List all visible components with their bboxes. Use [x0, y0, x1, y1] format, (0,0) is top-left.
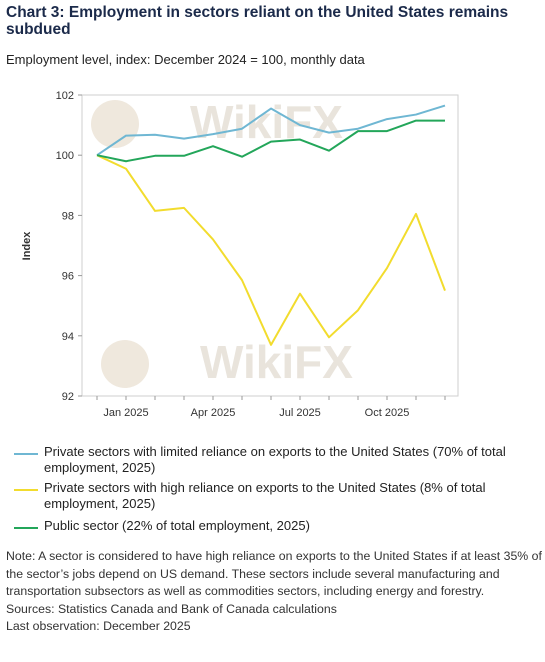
chart-notes: Note: A sector is considered to have hig… — [6, 548, 542, 636]
series-line-public-sector — [96, 119, 445, 163]
x-tick-label: Apr 2025 — [191, 407, 236, 419]
watermark-text: WikiFX — [190, 96, 343, 148]
legend-label-limited-reliance: Private sectors with limited reliance on… — [44, 444, 506, 475]
series-line-high-reliance — [96, 154, 446, 346]
legend-swatch-public-sector — [14, 527, 38, 529]
x-tick-label: Jul 2025 — [279, 407, 321, 419]
legend-label-public-sector: Public sector (22% of total employment, … — [44, 518, 310, 533]
y-tick-label: 102 — [56, 90, 74, 102]
y-tick-label: 98 — [62, 210, 74, 222]
line-chart: WikiFX WikiFX 92 94 96 98 100 102 Jan 2025 Apr … — [21, 90, 459, 419]
y-tick-label: 96 — [62, 271, 74, 283]
y-tick-label: 100 — [56, 150, 74, 162]
chart-subtitle: Employment level, index: December 2024 =… — [6, 52, 365, 67]
watermark-logo — [91, 100, 139, 148]
watermark-logo — [101, 340, 149, 388]
note-text: Note: A sector is considered to have hig… — [6, 549, 542, 599]
y-tick-label: 94 — [62, 331, 74, 343]
series-layer — [96, 104, 446, 346]
x-tick-label: Oct 2025 — [365, 407, 410, 419]
watermark-text: WikiFX — [200, 336, 353, 388]
last-observation-text: Last observation: December 2025 — [6, 619, 191, 634]
plot-border — [81, 94, 459, 397]
sources-text: Sources: Statistics Canada and Bank of C… — [6, 601, 337, 616]
legend-swatch-high-reliance — [14, 489, 38, 491]
legend-swatch-limited-reliance — [14, 453, 38, 455]
y-axis-label: Index — [21, 231, 33, 261]
x-tick-label: Jan 2025 — [103, 407, 148, 419]
y-tick-label: 92 — [62, 391, 74, 403]
series-line-limited-reliance — [96, 104, 446, 157]
watermark-layer: WikiFX WikiFX — [91, 96, 353, 388]
chart-title: Chart 3: Employment in sectors reliant o… — [6, 4, 509, 38]
plot-frame — [81, 94, 459, 397]
legend-label-high-reliance: Private sectors with high reliance on ex… — [44, 480, 486, 511]
y-axis: 92 94 96 98 100 102 — [56, 90, 82, 403]
x-axis: Jan 2025 Apr 2025 Jul 2025 Oct 2025 — [96, 396, 446, 419]
